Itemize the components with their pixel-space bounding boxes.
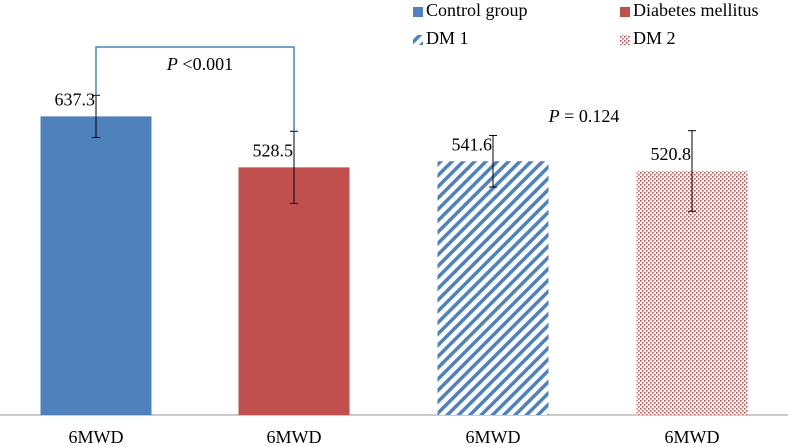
value-label: 541.6 (452, 134, 493, 154)
bar (40, 116, 152, 415)
annotation-text: <0.001 (178, 54, 233, 74)
x-tick-label: 6MWD (267, 427, 322, 447)
significance-bracket (95, 46, 295, 132)
legend-label: Diabetes mellitus (633, 0, 758, 20)
legend-label: DM 2 (633, 28, 676, 48)
annotation: P <0.001 (166, 54, 233, 74)
annotation-symbol: P (548, 106, 560, 126)
value-label: 637.3 (55, 90, 96, 110)
value-label: 528.5 (253, 140, 294, 160)
value-label: 520.8 (651, 144, 692, 164)
x-tick-label: 6MWD (665, 427, 720, 447)
annotation-symbol: P (166, 54, 178, 74)
bar (238, 167, 350, 415)
legend-swatch (620, 35, 630, 45)
legend-swatch (413, 7, 423, 17)
legend-label: Control group (426, 0, 528, 20)
annotation-text: = 0.124 (560, 106, 620, 126)
annotation: P = 0.124 (548, 106, 620, 126)
bar (437, 161, 549, 415)
x-tick-label: 6MWD (466, 427, 521, 447)
x-tick-label: 6MWD (69, 427, 124, 447)
legend-label: DM 1 (426, 28, 469, 48)
legend-swatch (413, 35, 423, 45)
legend-swatch (620, 7, 630, 17)
